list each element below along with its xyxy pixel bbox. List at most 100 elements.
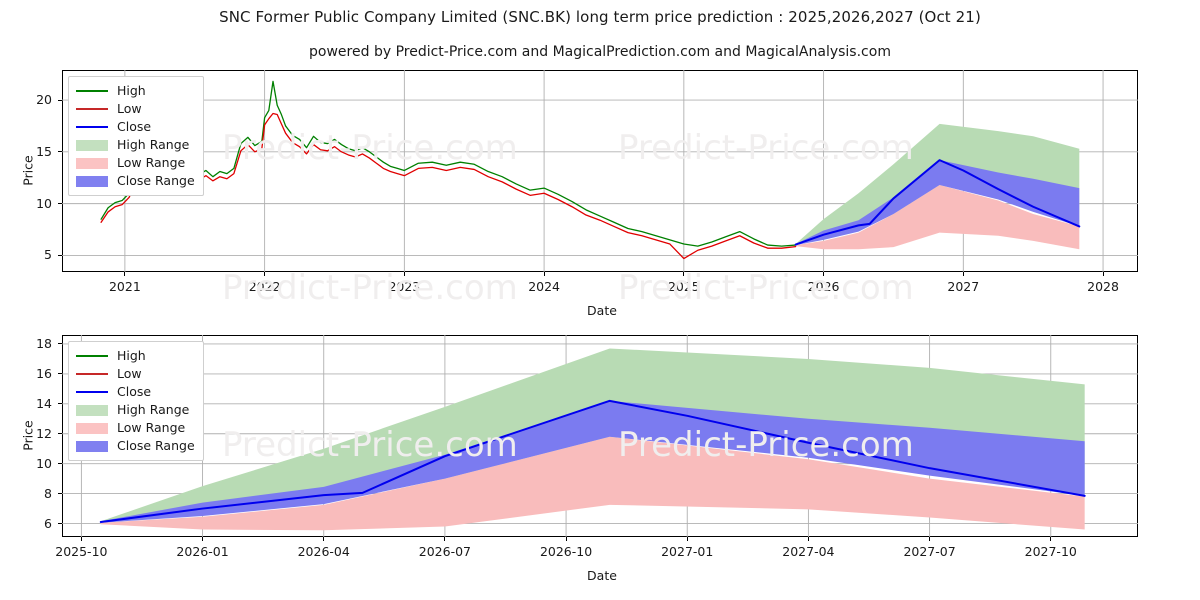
y-tick-mark [58,254,62,256]
x-tick-label: 2025 [667,279,700,294]
bottom-chart-legend: High Low Close High Range Low Range Close Ran… [68,341,204,461]
legend-line-swatch-icon [75,102,109,116]
swatch-fill [76,126,108,128]
legend-item-label: Low Range [117,420,186,435]
x-tick-mark [962,272,964,276]
legend-item-label: Close [117,119,152,134]
bottom-chart-panel [62,335,1138,537]
legend-patch-swatch-icon [75,403,109,417]
legend-item-label: High Range [117,402,190,417]
x-tick-label: 2021 [108,279,141,294]
legend-item-close: Close [75,118,195,136]
y-tick-mark [58,433,62,435]
swatch-fill [76,355,108,357]
legend-item-low: Low [75,365,195,383]
legend-patch-swatch-icon [75,174,109,188]
x-tick-mark [929,537,931,541]
legend-item-label: Close [117,384,152,399]
legend-line-swatch-icon [75,385,109,399]
swatch-fill [76,391,108,393]
x-tick-label: 2022 [248,279,281,294]
legend-item-high: High [75,347,195,365]
legend-item-high-range: High Range [75,401,195,419]
x-tick-mark [323,537,325,541]
y-tick-label: 8 [44,485,52,501]
swatch-fill [76,373,108,375]
swatch-fill [76,158,108,169]
x-tick-label: 2023 [388,279,421,294]
top-plot-area [62,70,1138,272]
y-tick-label: 18 [36,335,52,351]
x-tick-label: 2026-01 [176,544,229,559]
top-chart-panel [62,70,1138,272]
swatch-fill [76,176,108,187]
legend-item-label: Low [117,101,142,116]
x-tick-label: 2027-04 [782,544,835,559]
legend-patch-swatch-icon [75,421,109,435]
x-tick-label: 2027-07 [903,544,956,559]
top-chart-legend: High Low Close High Range Low Range Close Ran… [68,76,204,196]
legend-line-swatch-icon [75,84,109,98]
legend-item-high-range: High Range [75,136,195,154]
legend-item-low: Low [75,100,195,118]
bottom-plot-area [62,335,1138,537]
legend-item-close-range: Close Range [75,437,195,455]
x-tick-label: 2026-04 [297,544,350,559]
y-tick-label: 14 [36,395,52,411]
x-tick-mark [403,272,405,276]
legend-item-label: High Range [117,137,190,152]
page-title: SNC Former Public Company Limited (SNC.B… [219,8,981,26]
x-tick-mark [543,272,545,276]
x-tick-mark [264,272,266,276]
x-tick-mark [444,537,446,541]
legend-item-label: Close Range [117,438,195,453]
y-tick-label: 20 [36,92,52,108]
swatch-fill [76,405,108,416]
x-tick-mark [823,272,825,276]
legend-line-swatch-icon [75,349,109,363]
legend-patch-swatch-icon [75,138,109,152]
y-tick-label: 6 [44,515,52,531]
legend-patch-swatch-icon [75,439,109,453]
legend-item-label: High [117,348,146,363]
x-tick-mark [565,537,567,541]
legend-item-label: Close Range [117,173,195,188]
page-subtitle: powered by Predict-Price.com and Magical… [309,44,891,60]
x-tick-mark [202,537,204,541]
y-tick-label: 16 [36,365,52,381]
legend-item-low-range: Low Range [75,419,195,437]
y-tick-label: 12 [36,425,52,441]
y-tick-label: 10 [36,455,52,471]
swatch-fill [76,423,108,434]
legend-item-close: Close [75,383,195,401]
legend-patch-swatch-icon [75,156,109,170]
x-tick-label: 2027-10 [1024,544,1077,559]
x-tick-mark [1102,272,1104,276]
swatch-fill [76,140,108,151]
legend-item-label: Low Range [117,155,186,170]
x-tick-mark [686,537,688,541]
x-tick-mark [1050,537,1052,541]
x-tick-mark [124,272,126,276]
x-tick-label: 2028 [1087,279,1119,294]
x-tick-label: 2024 [528,279,560,294]
legend-item-close-range: Close Range [75,172,195,190]
x-tick-label: 2027 [947,279,980,294]
legend-item-label: Low [117,366,142,381]
x-tick-mark [683,272,685,276]
swatch-fill [76,108,108,110]
y-tick-mark [58,463,62,465]
x-tick-label: 2026-07 [418,544,471,559]
swatch-fill [76,90,108,92]
x-tick-mark [80,537,82,541]
swatch-fill [76,441,108,452]
bottom-x-axis-label: Date [587,568,617,583]
y-tick-label: 5 [44,247,52,263]
y-tick-label: 15 [36,143,52,159]
top-x-axis-label: Date [587,303,617,318]
legend-item-label: High [117,83,146,98]
y-tick-mark [58,403,62,405]
x-tick-label: 2026 [807,279,840,294]
legend-line-swatch-icon [75,367,109,381]
